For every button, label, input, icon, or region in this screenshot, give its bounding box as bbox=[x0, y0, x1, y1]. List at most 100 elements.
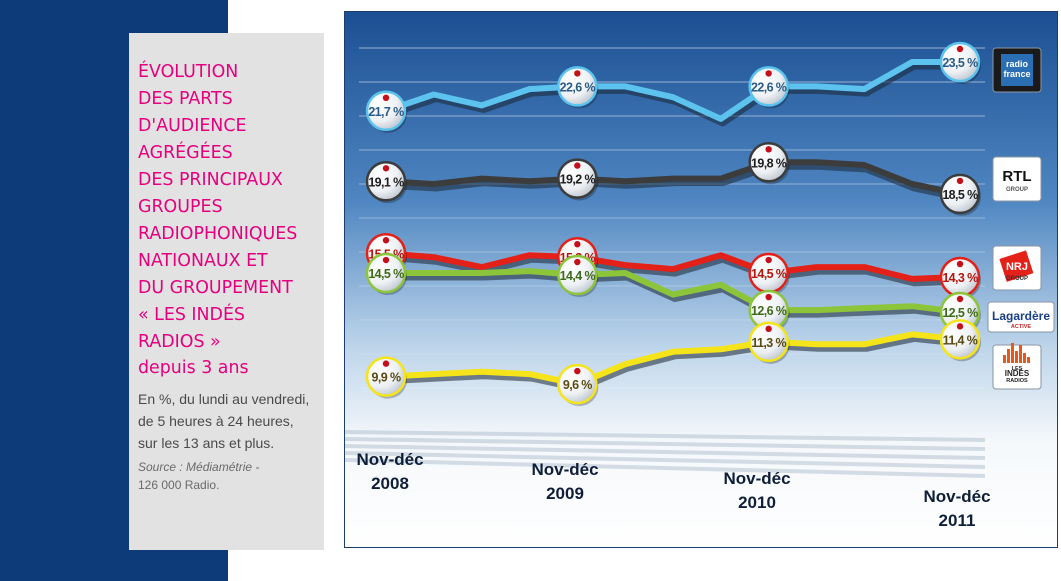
floor-shadow-stripe bbox=[345, 430, 986, 442]
data-point-dot bbox=[574, 162, 581, 169]
data-label-text: 19,2 % bbox=[560, 173, 596, 187]
data-label-text: 12,5 % bbox=[942, 306, 978, 320]
legend-logo-text: ACTIVE bbox=[1011, 324, 1032, 330]
data-point-marker bbox=[365, 161, 407, 202]
legend-logo-text: GROUP bbox=[1006, 276, 1028, 282]
x-axis-tick-label: 2008 bbox=[371, 474, 409, 493]
data-point-dot bbox=[765, 70, 772, 77]
legend-logo-text: Lagardère bbox=[992, 309, 1050, 323]
data-label-radio_france: 22,6 % bbox=[557, 66, 599, 109]
chart-title-line: RADIOPHONIQUES bbox=[138, 224, 298, 244]
legend-logo-text: GROUP bbox=[1006, 187, 1028, 193]
legend-logo-text: radio bbox=[1006, 59, 1029, 69]
data-label-text: 14,5 % bbox=[368, 267, 404, 281]
data-point-dot bbox=[574, 258, 581, 266]
data-label-text: 14,5 % bbox=[751, 267, 787, 281]
chart-title-line: AGRÉGÉES bbox=[138, 143, 233, 163]
data-point-marker bbox=[748, 66, 789, 107]
source-note: Source : Médiamétrie - 126 000 Radio. bbox=[138, 458, 316, 494]
data-label-rtl: 19,2 % bbox=[557, 158, 599, 201]
data-point-dot bbox=[574, 241, 581, 248]
series-line-indes bbox=[383, 331, 963, 388]
series-lines bbox=[383, 59, 963, 388]
data-label-radio_france: 21,7 % bbox=[365, 90, 407, 133]
data-point-dot bbox=[382, 237, 390, 244]
indes-logo-bar bbox=[1015, 351, 1018, 363]
data-label-text: 22,6 % bbox=[560, 80, 596, 94]
chart-title-line: DU GROUPEMENT bbox=[138, 278, 293, 298]
data-label-text: 23,5 % bbox=[942, 56, 978, 70]
floor-shadow-stripe bbox=[345, 451, 986, 469]
data-point-dot bbox=[382, 165, 390, 172]
chart-frame: 21,7 % 22,6 % 22,6 % 23,5 % 19,1 % 19,2 % 19,8… bbox=[344, 11, 1058, 548]
chart-title-line: RADIOS » bbox=[138, 332, 221, 352]
data-point-dot bbox=[382, 256, 390, 264]
data-point-marker bbox=[365, 252, 407, 294]
data-point-dot bbox=[956, 323, 964, 330]
data-label-text: 14,4 % bbox=[560, 269, 596, 283]
indes-logo-bar bbox=[1023, 353, 1026, 363]
chart-title-line: « LES INDÉS bbox=[138, 305, 245, 325]
data-label-text: 11,4 % bbox=[943, 333, 978, 347]
data-point-marker bbox=[557, 363, 598, 405]
series-shadow-lagardere bbox=[388, 271, 963, 320]
data-point-marker bbox=[365, 90, 407, 132]
data-point-marker bbox=[748, 142, 789, 183]
chart-title-line: ÉVOLUTION bbox=[138, 62, 239, 82]
indes-logo-bar bbox=[1007, 349, 1010, 363]
data-label-lagardere: 14,5 % bbox=[365, 252, 407, 296]
data-label-text: 11,3 % bbox=[751, 336, 786, 350]
floor-shadow-stripe bbox=[345, 458, 986, 478]
x-axis-tick-label: 2011 bbox=[939, 511, 976, 530]
series-line-nrj bbox=[383, 250, 963, 282]
data-point-marker bbox=[939, 173, 981, 215]
series-shadow-indes bbox=[387, 334, 963, 392]
data-label-rtl: 19,8 % bbox=[748, 142, 790, 185]
legend-logo-nrj: NRJ GROUP bbox=[992, 245, 1042, 291]
radio-france-logo-square bbox=[1001, 54, 1033, 86]
data-point-marker bbox=[748, 321, 789, 363]
data-point-dot bbox=[574, 367, 581, 375]
data-point-dot bbox=[765, 256, 772, 264]
data-point-marker bbox=[557, 254, 598, 296]
data-point-dot bbox=[956, 45, 964, 53]
x-axis-tick-label: Nov-déc bbox=[356, 450, 423, 469]
chart-title-line: NATIONAUX ET bbox=[138, 251, 268, 271]
source-label: Source : Médiamétrie - bbox=[138, 460, 260, 474]
data-point-dot bbox=[765, 146, 772, 153]
data-point-marker bbox=[939, 319, 981, 360]
data-label-radio_france: 23,5 % bbox=[939, 41, 981, 84]
data-point-dot bbox=[956, 260, 964, 268]
data-point-dot bbox=[382, 360, 390, 367]
data-point-dot bbox=[765, 325, 772, 333]
x-axis-labels: Nov-déc 2008 Nov-déc 2009 Nov-déc 2010 Nov-déc… bbox=[356, 450, 990, 530]
legend-logo-text: france bbox=[1003, 69, 1030, 79]
data-label-text: 19,1 % bbox=[368, 175, 404, 189]
x-axis-tick-label: Nov-déc bbox=[723, 469, 790, 488]
legend-logo-rtl: RTL GROUP bbox=[992, 156, 1042, 202]
chart-subtitle: depuis 3 ans bbox=[138, 358, 249, 378]
chart-description: En %, du lundi au vendredi, de 5 heures … bbox=[138, 391, 310, 451]
data-label-text: 21,7 % bbox=[368, 105, 404, 119]
series-line-lagardere bbox=[383, 268, 963, 315]
data-label-lagardere: 14,4 % bbox=[557, 254, 599, 298]
legend-logo-text: RADIOS bbox=[1006, 378, 1028, 384]
data-label-indes: 11,3 % bbox=[748, 321, 790, 364]
indes-logo-bar bbox=[1027, 357, 1030, 363]
chart-title: ÉVOLUTION DES PARTS D'AUDIENCE AGRÉGÉES DES … bbox=[138, 59, 316, 356]
x-axis-tick-label: 2009 bbox=[546, 484, 584, 503]
series-line-rtl bbox=[383, 159, 963, 197]
data-label-indes: 9,6 % bbox=[557, 363, 599, 407]
floor-shadow-stripe bbox=[345, 444, 986, 460]
data-point-dot bbox=[956, 295, 964, 303]
info-panel: ÉVOLUTION DES PARTS D'AUDIENCE AGRÉGÉES DES … bbox=[129, 33, 324, 550]
data-point-marker bbox=[557, 158, 598, 199]
data-label-text: 9,9 % bbox=[372, 371, 401, 385]
x-axis-tick-label: Nov-déc bbox=[923, 487, 990, 506]
series-line-radio_france bbox=[383, 59, 963, 122]
indes-logo-bar bbox=[1003, 355, 1006, 363]
nrj-logo-badge bbox=[999, 250, 1034, 282]
